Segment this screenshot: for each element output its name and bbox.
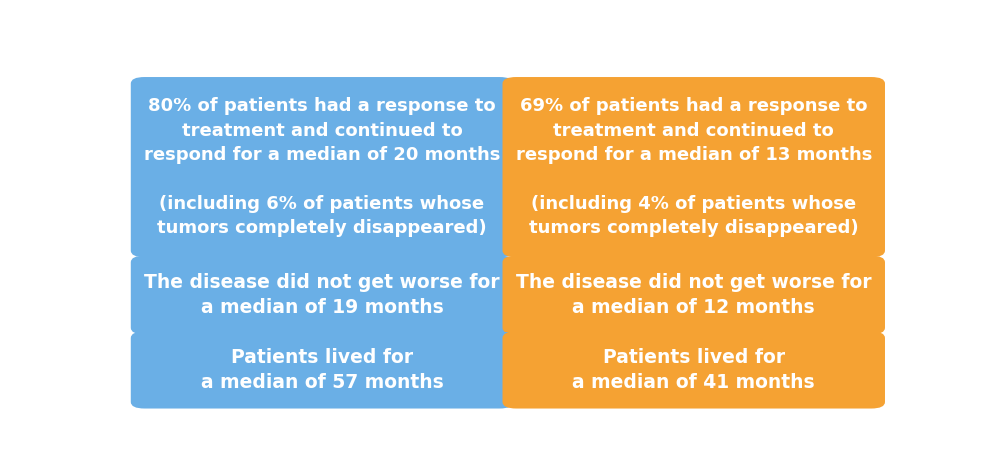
FancyBboxPatch shape bbox=[131, 331, 513, 408]
FancyBboxPatch shape bbox=[502, 77, 885, 257]
FancyBboxPatch shape bbox=[131, 256, 513, 334]
Text: Patients lived for
a median of 57 months: Patients lived for a median of 57 months bbox=[200, 348, 443, 392]
Text: The disease did not get worse for
a median of 12 months: The disease did not get worse for a medi… bbox=[516, 273, 871, 317]
FancyBboxPatch shape bbox=[502, 331, 885, 408]
Text: Patients lived for
a median of 41 months: Patients lived for a median of 41 months bbox=[573, 348, 815, 392]
Text: 69% of patients had a response to
treatment and continued to
respond for a media: 69% of patients had a response to treatm… bbox=[515, 97, 872, 237]
Text: 80% of patients had a response to
treatment and continued to
respond for a media: 80% of patients had a response to treatm… bbox=[144, 97, 500, 237]
Text: The disease did not get worse for
a median of 19 months: The disease did not get worse for a medi… bbox=[145, 273, 499, 317]
FancyBboxPatch shape bbox=[502, 256, 885, 334]
FancyBboxPatch shape bbox=[131, 77, 513, 257]
